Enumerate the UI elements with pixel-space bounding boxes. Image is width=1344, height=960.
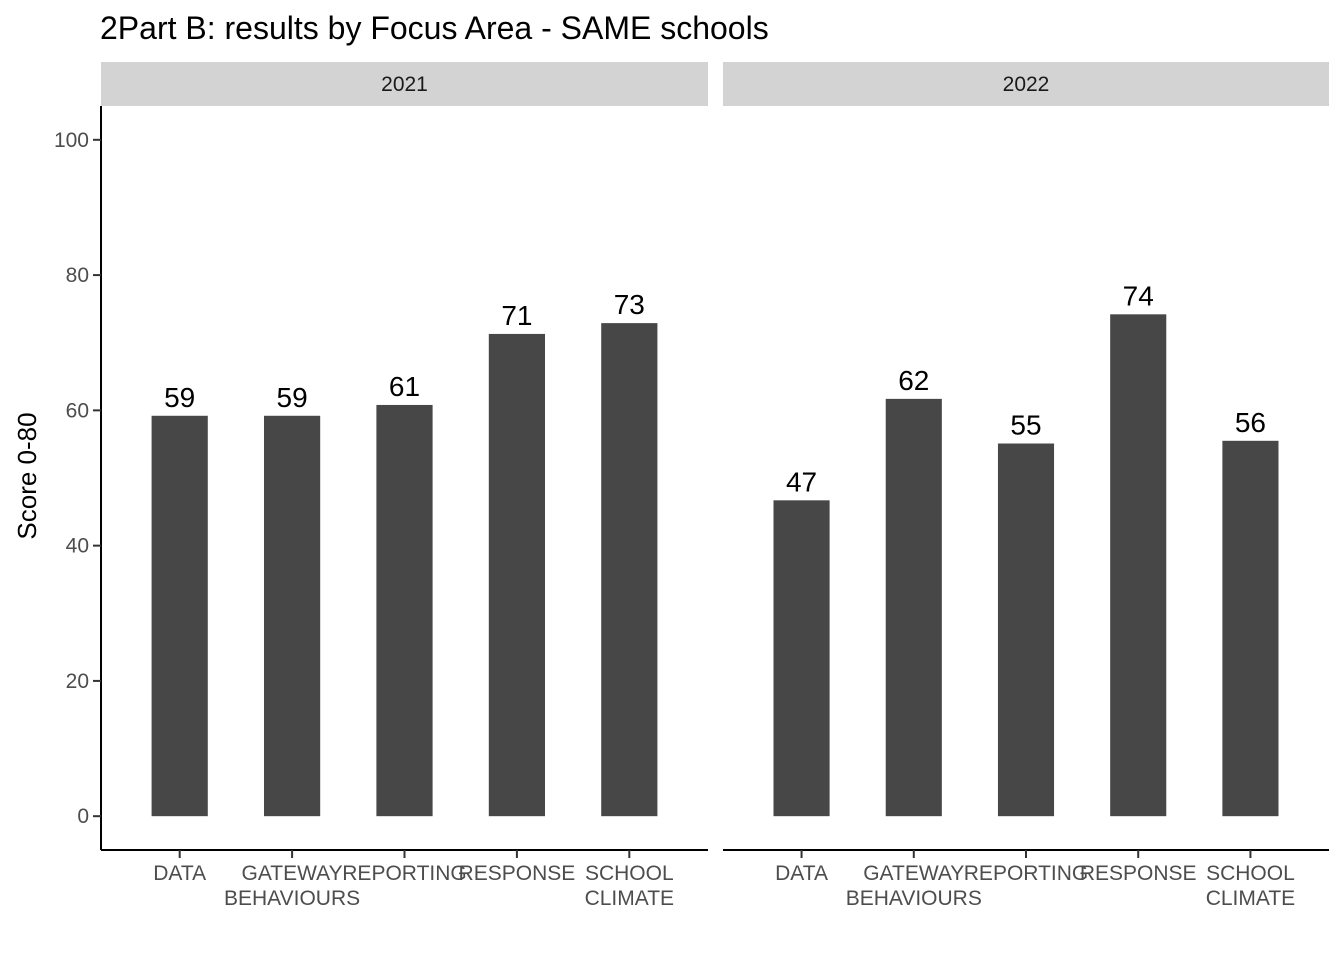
x-tick-label: CLIMATE: [585, 887, 674, 910]
bar-value-label: 71: [501, 300, 532, 331]
x-tick-label: GATEWAY: [863, 862, 964, 885]
x-tick-label: RESPONSE: [1080, 862, 1197, 885]
y-tick-label: 20: [66, 670, 89, 693]
bar: [997, 443, 1055, 817]
x-tick-label: CLIMATE: [1206, 887, 1295, 910]
bar: [1222, 440, 1279, 817]
bar: [885, 398, 942, 817]
y-tick-label: 80: [66, 264, 89, 287]
bar: [773, 500, 830, 817]
y-tick-label: 40: [66, 535, 89, 558]
chart-title: 2Part B: results by Focus Area - SAME sc…: [100, 10, 769, 46]
bar: [263, 415, 321, 817]
x-tick-label: DATA: [153, 862, 206, 885]
bar: [151, 415, 208, 817]
x-tick-label: RESPONSE: [459, 862, 576, 885]
bar-value-label: 73: [614, 289, 645, 320]
bar-value-label: 74: [1123, 280, 1154, 311]
bar: [1110, 314, 1167, 817]
x-tick-label: GATEWAY: [242, 862, 343, 885]
x-tick-label: BEHAVIOURS: [224, 887, 360, 910]
facet-strip: [723, 62, 1329, 106]
bar-value-label: 55: [1010, 410, 1041, 441]
bar: [601, 323, 658, 817]
facet-strip: [101, 62, 708, 106]
bar-value-label: 59: [164, 382, 195, 413]
bar-value-label: 47: [786, 466, 817, 497]
plot-area: 020406080100202159DATA59GATEWAYBEHAVIOUR…: [54, 62, 1329, 910]
bar: [376, 404, 433, 817]
bar-value-label: 61: [389, 371, 420, 402]
y-tick-label: 0: [77, 805, 89, 828]
facet-strip-label: 2022: [1003, 73, 1050, 96]
x-tick-label: SCHOOL: [1206, 862, 1295, 885]
facet-strip-label: 2021: [381, 73, 428, 96]
x-tick-label: SCHOOL: [585, 862, 674, 885]
bar-value-label: 62: [898, 365, 929, 396]
bar-value-label: 56: [1235, 407, 1266, 438]
x-tick-label: BEHAVIOURS: [846, 887, 982, 910]
x-tick-label: REPORTING: [964, 862, 1088, 885]
y-axis-title: Score 0-80: [12, 412, 42, 539]
bar: [488, 333, 546, 817]
bar-value-label: 59: [277, 382, 308, 413]
y-tick-label: 100: [54, 129, 89, 152]
y-tick-label: 60: [66, 399, 89, 422]
x-tick-label: DATA: [775, 862, 828, 885]
x-tick-label: REPORTING: [342, 862, 466, 885]
